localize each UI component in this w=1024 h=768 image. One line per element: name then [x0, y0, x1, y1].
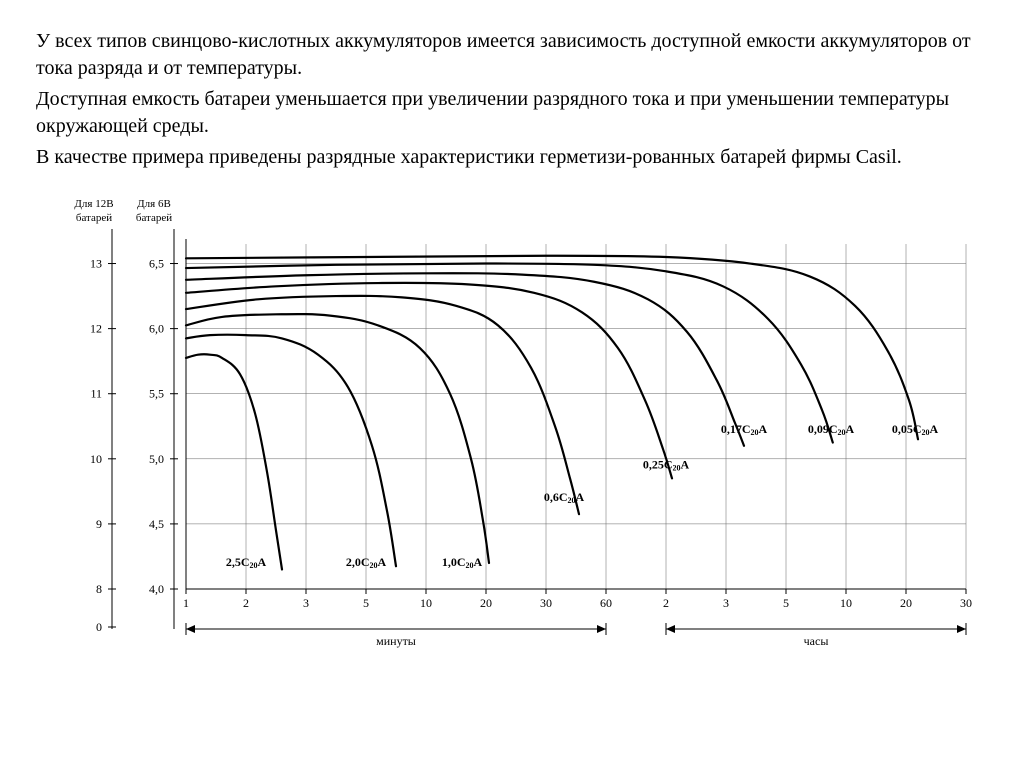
y6-tick: 6,0 [149, 322, 164, 336]
curve-label: 0,25C20A [643, 458, 690, 473]
y6-tick: 5,0 [149, 452, 164, 466]
y6-tick: 5,5 [149, 387, 164, 401]
curve-label: 0,09C20A [808, 422, 855, 437]
y12-header-b: батарей [76, 212, 112, 224]
curve-label: 2,0C20A [346, 555, 387, 570]
x-tick: 2 [663, 596, 669, 610]
x-tick: 10 [840, 596, 852, 610]
x-section-hours: часы [804, 634, 829, 648]
y12-tick: 9 [96, 517, 102, 531]
x-tick: 2 [243, 596, 249, 610]
x-tick: 3 [303, 596, 309, 610]
curve-label: 2,5C20A [226, 555, 267, 570]
x-tick: 20 [480, 596, 492, 610]
y6-header-b: батарей [136, 212, 172, 224]
curve-label: 0,6C20A [544, 490, 585, 505]
y12-tick: 10 [90, 452, 102, 466]
y12-tick: 0 [96, 620, 102, 634]
x-tick: 30 [960, 596, 972, 610]
y6-tick: 4,0 [149, 582, 164, 596]
x-tick: 10 [420, 596, 432, 610]
x-tick: 5 [363, 596, 369, 610]
paragraph-1: У всех типов свинцово-кислотных аккумуля… [36, 28, 988, 82]
x-tick: 3 [723, 596, 729, 610]
curve-label: 1,0C20A [442, 555, 483, 570]
paragraph-3: В качестве примера приведены разрядные х… [36, 144, 988, 171]
y6-tick: 6,5 [149, 257, 164, 271]
x-tick: 1 [183, 596, 189, 610]
x-tick: 5 [783, 596, 789, 610]
y6-tick: 4,5 [149, 517, 164, 531]
description-text: У всех типов свинцово-кислотных аккумуля… [36, 28, 988, 171]
y12-tick: 13 [90, 257, 102, 271]
y12-tick: 8 [96, 582, 102, 596]
x-tick: 30 [540, 596, 552, 610]
y6-header-a: Для 6В [137, 198, 171, 210]
curve-label: 0,17C20A [721, 422, 768, 437]
discharge-chart: Для 12Вбатарей13121110980Для 6Вбатарей6,… [36, 189, 986, 689]
x-section-minutes: минуты [376, 634, 416, 648]
x-tick: 60 [600, 596, 612, 610]
y12-tick: 11 [90, 387, 102, 401]
y12-tick: 12 [90, 322, 102, 336]
paragraph-2: Доступная емкость батареи уменьшается пр… [36, 86, 988, 140]
curve-label: 0,05C20A [892, 422, 939, 437]
x-tick: 20 [900, 596, 912, 610]
y12-header-a: Для 12В [74, 198, 113, 210]
